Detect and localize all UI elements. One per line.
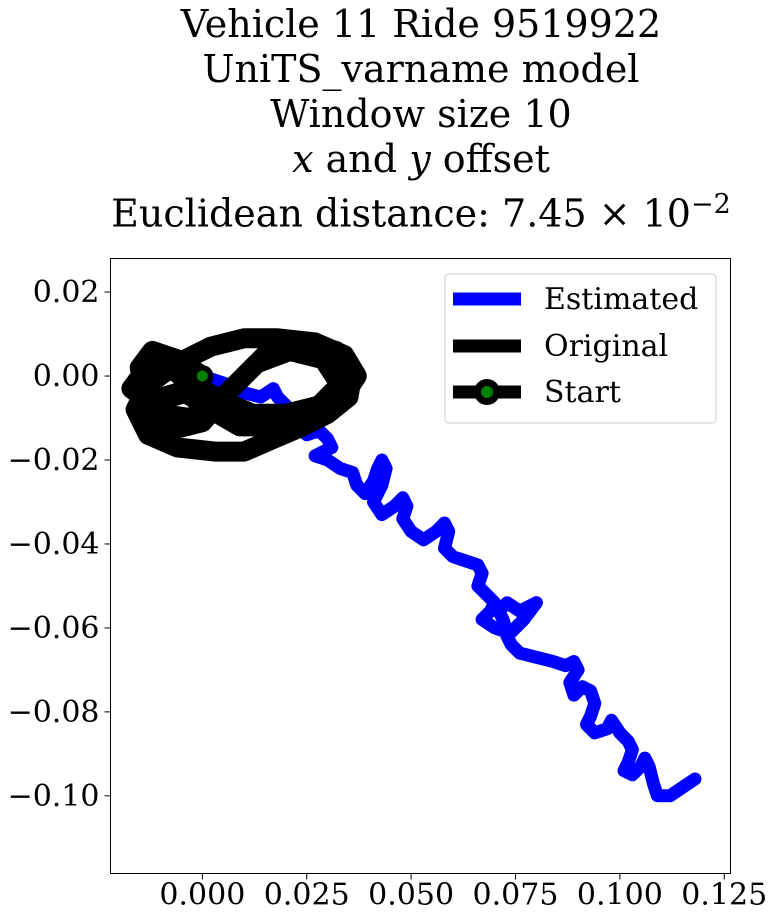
legend: Estimated Original Start [444,273,717,424]
legend-start-label: Start [544,375,621,410]
title-and: and [313,137,410,181]
title-exponent: −2 [691,189,731,220]
title-line-4: x and y offset [0,137,780,182]
y-tick-label: −0.08 [8,695,100,730]
title-line-2: UniTS_varname model [202,47,640,91]
start-marker [196,370,208,382]
x-tick-label: 0.125 [681,878,767,913]
y-tick-label: −0.04 [8,527,100,562]
title-line-5: Euclidean distance: 7.45 × 10−2 [0,182,780,237]
original-series-line [121,328,367,462]
axes-frame [110,258,731,874]
y-ticks: 0.02 0.00 −0.02 −0.04 −0.06 −0.08 −0.10 [8,275,111,814]
legend-original-label: Original [544,329,668,364]
x-ticks: 0.000 0.025 0.050 0.075 0.100 0.125 [159,873,767,913]
x-tick-label: 0.075 [473,878,559,913]
title-line-1: Vehicle 11 Ride 9519922 [180,2,662,46]
legend-start-marker [481,386,493,398]
estimated-series-line [195,369,702,803]
title-distance: Euclidean distance: 7.45 × 10 [111,191,691,236]
legend-estimated-label: Estimated [544,282,698,317]
chart-title: Vehicle 11 Ride 9519922 UniTS_varname mo… [0,2,780,237]
x-tick-label: 0.025 [264,878,350,913]
title-line-3: Window size 10 [270,92,572,136]
x-tick-label: 0.050 [368,878,454,913]
title-y-var: y [409,137,431,181]
title-x-var: x [292,137,314,181]
y-tick-label: −0.10 [8,779,100,814]
y-tick-label: 0.02 [33,275,100,310]
x-tick-label: 0.000 [159,878,245,913]
title-offset: offset [430,137,550,181]
series-layer [121,328,702,803]
y-tick-label: −0.02 [8,443,100,478]
x-tick-label: 0.100 [577,878,663,913]
y-tick-label: 0.00 [33,359,100,394]
y-tick-label: −0.06 [8,611,100,646]
